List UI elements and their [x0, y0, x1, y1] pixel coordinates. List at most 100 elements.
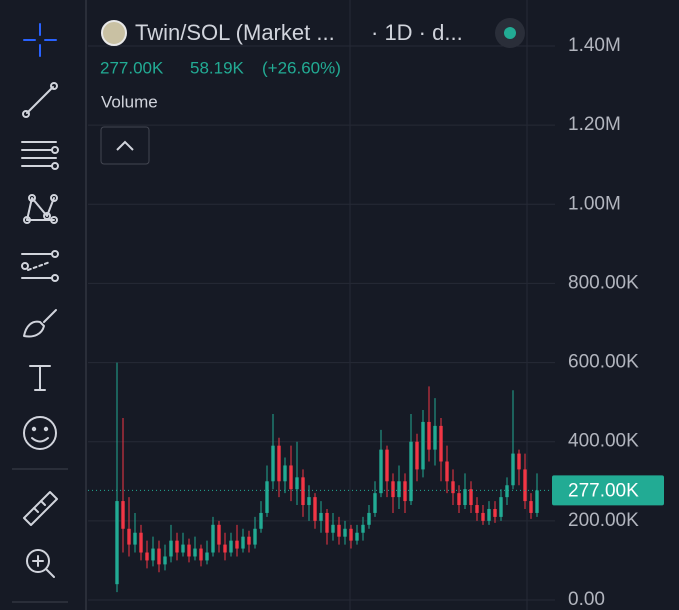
candle-body — [439, 425, 443, 462]
candle-body — [295, 477, 299, 490]
y-tick-label: 1.40M — [568, 35, 621, 56]
candle-body — [265, 481, 269, 513]
candle-body — [379, 449, 383, 494]
candle-body — [457, 493, 461, 506]
candle-body — [163, 556, 167, 565]
candle-body — [319, 512, 323, 521]
candle-body — [259, 512, 263, 529]
symbol-title[interactable]: Twin/SOL (Market ... — [135, 20, 335, 45]
y-tick-label: 400.00K — [568, 431, 639, 452]
indicator-name[interactable]: Volume — [101, 92, 158, 111]
text-tool[interactable] — [29, 365, 51, 391]
candle-body — [205, 552, 209, 561]
candle-body — [385, 449, 389, 482]
last-price-label: 277.00K — [568, 480, 639, 501]
symbol-icon — [101, 20, 127, 46]
candle-body — [145, 552, 149, 561]
candle-body — [235, 540, 239, 549]
candle-body — [427, 421, 431, 450]
candle-body — [475, 505, 479, 513]
candle-body — [277, 445, 281, 482]
candle-body — [253, 528, 257, 545]
last-price-box — [552, 475, 664, 506]
ruler-tool[interactable] — [23, 491, 58, 526]
fib-tool[interactable] — [21, 141, 59, 170]
legend-value: 58.19K — [190, 58, 245, 77]
candle-body — [409, 441, 413, 502]
candle-body — [337, 524, 341, 537]
candle-body — [241, 536, 245, 549]
candle-body — [325, 512, 329, 533]
candle-body — [397, 481, 401, 498]
prediction-tool[interactable] — [21, 250, 59, 282]
candle-body — [199, 548, 203, 561]
y-tick-label: 800.00K — [568, 272, 639, 293]
candle-body — [169, 540, 173, 557]
candle-body — [289, 465, 293, 490]
candle-body — [283, 465, 287, 482]
status-dot — [504, 27, 516, 39]
chevron-icon — [116, 140, 134, 151]
candle-body — [535, 490, 539, 513]
candle-body — [451, 481, 455, 494]
legend-value: (+26.60%) — [262, 58, 341, 77]
candle-body — [211, 524, 215, 553]
candle-body — [151, 548, 155, 561]
collapse-button[interactable] — [100, 126, 150, 165]
candle-body — [445, 461, 449, 482]
emoji-tool[interactable] — [23, 416, 57, 450]
candle-body — [223, 544, 227, 553]
candle-body — [355, 532, 359, 541]
candle-body — [523, 469, 527, 502]
candle-body — [367, 512, 371, 525]
interval[interactable]: · 1D · d... — [371, 20, 463, 45]
brush-tool[interactable] — [23, 309, 57, 338]
candle-body — [331, 524, 335, 533]
candle-body — [307, 497, 311, 506]
y-tick-label: 1.00M — [568, 193, 621, 214]
legend-value: 277.00K — [100, 58, 164, 77]
candle-body — [115, 501, 119, 585]
candle-body — [403, 481, 407, 502]
candle-body — [313, 497, 317, 521]
candle-body — [139, 532, 143, 553]
candle-body — [469, 489, 473, 506]
candle-body — [493, 508, 497, 517]
candle-body — [175, 540, 179, 553]
candle-body — [421, 421, 425, 470]
candle-body — [349, 528, 353, 541]
candle-body — [373, 493, 377, 513]
zoom-tool[interactable] — [26, 549, 55, 578]
candle-body — [157, 548, 161, 565]
candle-body — [415, 441, 419, 470]
pattern-tool[interactable] — [23, 194, 58, 224]
candle-body — [433, 425, 437, 450]
y-tick-label: 0.00 — [568, 589, 605, 610]
candle-body — [505, 485, 509, 498]
y-tick-label: 600.00K — [568, 352, 639, 373]
candle-body — [127, 528, 131, 545]
header: Twin/SOL (Market ... · 1D · d... 277.00K… — [100, 18, 525, 165]
candle-body — [271, 445, 275, 482]
candle-body — [361, 524, 365, 533]
candle-body — [229, 540, 233, 553]
candle-body — [193, 548, 197, 557]
candle-body — [481, 512, 485, 521]
candle-body — [187, 544, 191, 557]
candle-body — [133, 532, 137, 545]
candle-body — [487, 508, 491, 521]
candle-body — [301, 477, 305, 506]
y-tick-label: 200.00K — [568, 510, 639, 531]
trend-line-tool[interactable] — [22, 82, 58, 118]
plot-area — [88, 45, 555, 601]
candle-body — [181, 544, 185, 553]
y-tick-label: 1.20M — [568, 114, 621, 135]
candle-body — [499, 497, 503, 517]
crosshair-tool[interactable] — [23, 23, 57, 57]
candle-body — [247, 536, 251, 545]
candle-body — [121, 501, 125, 529]
candle-body — [391, 481, 395, 498]
